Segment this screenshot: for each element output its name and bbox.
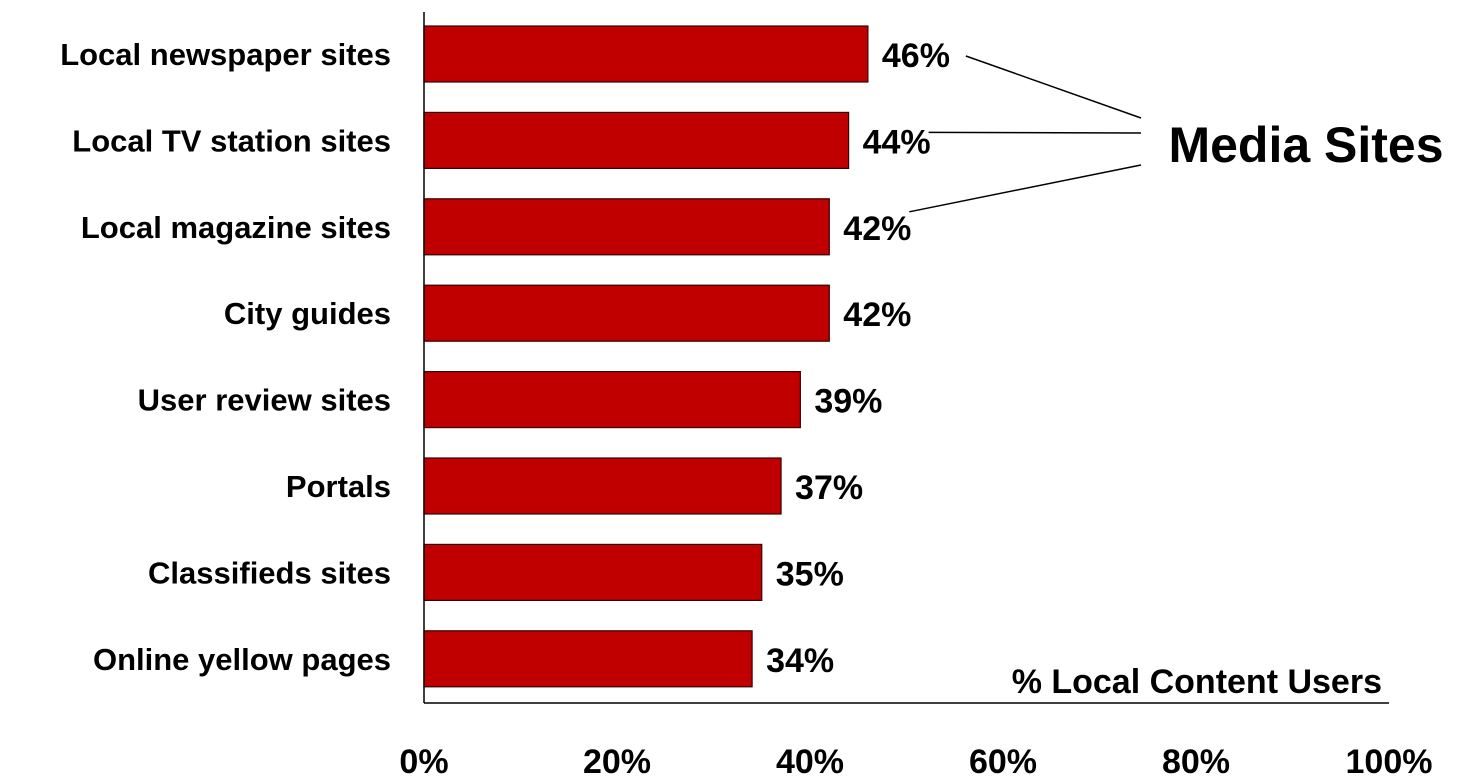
- category-label: Local newspaper sites: [60, 37, 391, 72]
- value-labels: 46% 44% 42% 42% 39% 37% 35% 34%: [766, 37, 950, 680]
- category-label: Local TV station sites: [72, 123, 391, 158]
- value-label: 46%: [882, 37, 950, 75]
- annotation-connector-lines: [909, 55, 1142, 213]
- bar: [423, 630, 753, 688]
- category-labels: Local newspaper sites Local TV station si…: [60, 37, 391, 677]
- bar: [423, 457, 782, 515]
- category-label: Portals: [286, 469, 391, 504]
- x-tick-label: 40%: [776, 743, 844, 778]
- bar: [423, 371, 801, 429]
- x-axis-title: % Local Content Users: [1012, 663, 1382, 701]
- annotation-connector: [928, 131, 1142, 134]
- x-tick-label: 80%: [1162, 743, 1230, 778]
- bar: [423, 284, 830, 342]
- value-label: 35%: [776, 555, 844, 593]
- bars-group: [423, 25, 869, 688]
- value-label: 44%: [863, 123, 931, 161]
- bar: [423, 111, 850, 170]
- category-label: Classifieds sites: [148, 555, 391, 590]
- bar: [423, 198, 830, 256]
- value-label: 34%: [766, 642, 834, 680]
- annotation-connector: [909, 164, 1142, 213]
- category-label: City guides: [224, 296, 391, 331]
- annotation-media-sites: Media Sites: [1168, 117, 1443, 173]
- value-label: 42%: [843, 296, 911, 334]
- value-label: 39%: [814, 383, 882, 421]
- x-tick-label: 60%: [969, 743, 1037, 778]
- annotation-connector: [965, 55, 1142, 119]
- x-tick-label: 20%: [583, 743, 651, 778]
- x-tick-label: 0%: [399, 743, 448, 778]
- value-label: 42%: [843, 210, 911, 248]
- bar: [423, 543, 763, 602]
- x-tick-label: 100%: [1346, 743, 1433, 778]
- value-label: 37%: [795, 469, 863, 507]
- x-tick-labels: 0% 20% 40% 60% 80% 100%: [399, 743, 1432, 778]
- bar: [423, 25, 869, 83]
- category-label: User review sites: [138, 383, 391, 418]
- category-label: Local magazine sites: [81, 210, 391, 245]
- category-label: Online yellow pages: [93, 642, 391, 677]
